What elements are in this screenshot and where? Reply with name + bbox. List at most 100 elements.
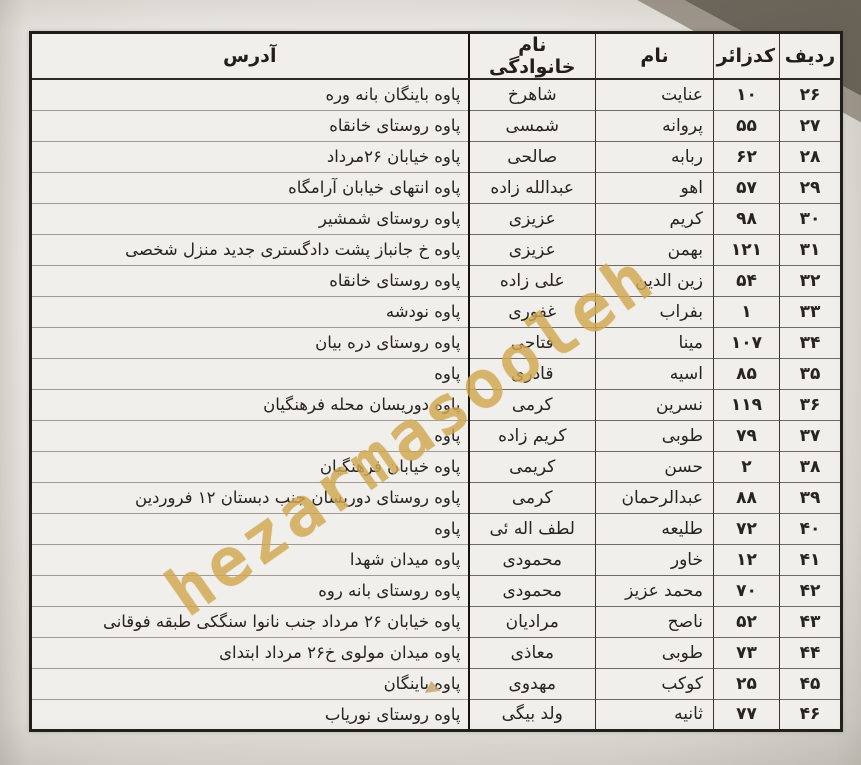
cell-row-number: ۳۵ (779, 357, 842, 389)
cell-row-number: ۴۶ (779, 698, 842, 730)
table-row: ۲۶ ۱۰ عنایت شاهرخ پاوه باینگان بانه وره (31, 79, 842, 110)
table-row: ۳۳ ۱ بفراب غفوری پاوه نودشه (30, 295, 842, 327)
cell-pilgrim-code: ۱ (713, 295, 780, 327)
cell-last-name: فتاحی (467, 326, 596, 358)
cell-last-name: صالحی (467, 140, 596, 172)
cell-row-number: ۳۱ (779, 233, 842, 265)
header-pilgrim-code: کدزائر (713, 32, 780, 80)
cell-row-number: ۲۶ (779, 79, 842, 110)
cell-last-name: شمسی (467, 109, 596, 141)
table-row: ۴۰ ۷۲ طلیعه لطف اله ئی پاوه (30, 512, 842, 544)
cell-row-number: ۴۱ (779, 543, 842, 575)
cell-address: پاوه روستای دره بیان (30, 326, 469, 358)
cell-first-name: اسیه (595, 357, 714, 389)
cell-first-name: محمد عزیز (595, 574, 714, 606)
cell-row-number: ۳۲ (779, 264, 842, 296)
cell-address: پاوه دوریسان محله فرهنگیان (30, 388, 469, 420)
header-first-name: نام (595, 32, 714, 80)
cell-first-name: ربابه (595, 140, 714, 172)
cell-row-number: ۲۸ (779, 140, 842, 172)
cell-address: پاوه میدان مولوی خ۲۶ مرداد ابتدای (30, 636, 469, 668)
table-row: ۴۴ ۷۳ طوبی معاذی پاوه میدان مولوی خ۲۶ مرداد … (30, 636, 842, 668)
cell-pilgrim-code: ۱۲۱ (713, 233, 780, 265)
cell-first-name: نسرین (595, 388, 714, 420)
cell-last-name: مرادیان (467, 605, 596, 637)
table-row: ۲۷ ۵۵ پروانه شمسی پاوه روستای خانقاه (30, 109, 842, 141)
table-row: ۳۴ ۱۰۷ مینا فتاحی پاوه روستای دره بیان (30, 326, 842, 358)
cell-row-number: ۲۹ (779, 171, 842, 203)
cell-first-name: خاور (595, 543, 714, 575)
cell-pilgrim-code: ۱۰ (713, 79, 780, 110)
cell-address: پاوه میدان شهدا (30, 543, 469, 575)
cell-row-number: ۴۳ (779, 605, 842, 637)
cell-first-name: ناصح (595, 605, 714, 637)
cell-last-name: لطف اله ئی (467, 512, 596, 544)
header-last-name: نام خانوادگی (467, 32, 596, 80)
cell-pilgrim-code: ۷۷ (713, 698, 780, 730)
cell-address: پاوه روستای خانقاه (30, 109, 469, 141)
cell-pilgrim-code: ۷۲ (713, 512, 780, 544)
cell-row-number: ۴۲ (779, 574, 842, 606)
cell-first-name: عنایت (595, 79, 714, 110)
cell-last-name: محمودی (467, 574, 596, 606)
table-row: ۴۵ ۲۵ کوکب مهدوی پاوه باینگان (30, 667, 842, 699)
cell-address: پاوه باینگان بانه وره (325, 85, 461, 105)
cell-address: پاوه خیابان فرهنگیان (30, 450, 469, 482)
cell-row-number: ۳۷ (779, 419, 842, 451)
cell-first-name: پروانه (595, 109, 714, 141)
cell-row-number: ۳۴ (779, 326, 842, 358)
cell-address: پاوه نودشه (30, 295, 469, 327)
cell-address: پاوه روستای بانه روه (30, 574, 469, 606)
table-header-row: ردیف کدزائر نام نام خانوادگی آدرس (30, 32, 842, 80)
cell-pilgrim-code: ۲ (713, 450, 780, 482)
cell-first-name: ثانیه (595, 698, 714, 730)
watermark-artifact-icon (423, 679, 441, 694)
table-row: ۳۵ ۸۵ اسیه قادری پاوه (30, 357, 842, 389)
cell-last-name: علی زاده (467, 264, 596, 296)
cell-pilgrim-code: ۸۸ (713, 481, 780, 513)
cell-last-name: کرمی (467, 388, 596, 420)
cell-address: پاوه (30, 419, 469, 451)
table-row: ۴۲ ۷۰ محمد عزیز محمودی پاوه روستای بانه روه (30, 574, 842, 606)
table-row: ۳۹ ۸۸ عبدالرحمان کرمی پاوه روستای دوریسان جن… (30, 481, 842, 513)
cell-address: پاوه روستای دوریسان جنب دبستان ۱۲ فروردی… (30, 481, 469, 513)
cell-first-name: طلیعه (595, 512, 714, 544)
table-row: ۳۲ ۵۴ زین الدین علی زاده پاوه روستای خانقاه (30, 264, 842, 296)
cell-pilgrim-code: ۱۱۹ (713, 388, 780, 420)
header-row-number: ردیف (779, 32, 842, 80)
cell-row-number: ۳۸ (779, 450, 842, 482)
table-row: ۳۱ ۱۲۱ بهمن عزیزی پاوه خ جانباز پشت دادگستری… (30, 233, 842, 265)
cell-pilgrim-code: ۶۲ (713, 140, 780, 172)
cell-address: پاوه خیابان ۲۶ مرداد جنب نانوا سنگکی طبق… (30, 605, 469, 637)
cell-first-name: طوبی (595, 419, 714, 451)
cell-first-name: کریم (595, 202, 714, 234)
table-row: ۳۸ ۲ حسن کریمی پاوه خیابان فرهنگیان (30, 450, 842, 482)
pilgrims-table: ردیف کدزائر نام نام خانوادگی آدرس ۲۶ ۱۰ عن… (29, 31, 843, 732)
header-address: آدرس (30, 32, 469, 80)
table-row: ۴۳ ۵۲ ناصح مرادیان پاوه خیابان ۲۶ مرداد جنب … (30, 605, 842, 637)
cell-pilgrim-code: ۲۵ (713, 667, 780, 699)
cell-address: پاوه روستای خانقاه (30, 264, 469, 296)
cell-pilgrim-code: ۵۲ (713, 605, 780, 637)
cell-address: پاوه خ جانباز پشت دادگستری جدید منزل شخص… (30, 233, 469, 265)
cell-address: پاوه باینگان (30, 667, 469, 699)
cell-last-name: مهدوی (467, 667, 596, 699)
cell-pilgrim-code: ۱۲ (713, 543, 780, 575)
cell-first-name: کوکب (595, 667, 714, 699)
cell-last-name: محمودی (467, 543, 596, 575)
table-row: ۲۹ ۵۷ اهو عبدالله زاده پاوه انتهای خیابان آر… (30, 171, 842, 203)
cell-pilgrim-code: ۵۴ (713, 264, 780, 296)
table-row: ۲۸ ۶۲ ربابه صالحی پاوه خیابان ۲۶مرداد (30, 140, 842, 172)
cell-last-name: معاذی (467, 636, 596, 668)
cell-row-number: ۳۳ (779, 295, 842, 327)
cell-address: پاوه روستای نوریاب (30, 698, 469, 730)
cell-first-name: بفراب (595, 295, 714, 327)
cell-last-name: ولد بیگی (467, 698, 596, 730)
cell-first-name: طوبی (595, 636, 714, 668)
cell-address: پاوه خیابان ۲۶مرداد (30, 140, 469, 172)
cell-pilgrim-code: ۷۹ (713, 419, 780, 451)
cell-first-name: عبدالرحمان (595, 481, 714, 513)
cell-pilgrim-code: ۷۳ (713, 636, 780, 668)
cell-last-name: کرمی (467, 481, 596, 513)
table-row: ۴۶ ۷۷ ثانیه ولد بیگی پاوه روستای نوریاب (30, 698, 842, 730)
